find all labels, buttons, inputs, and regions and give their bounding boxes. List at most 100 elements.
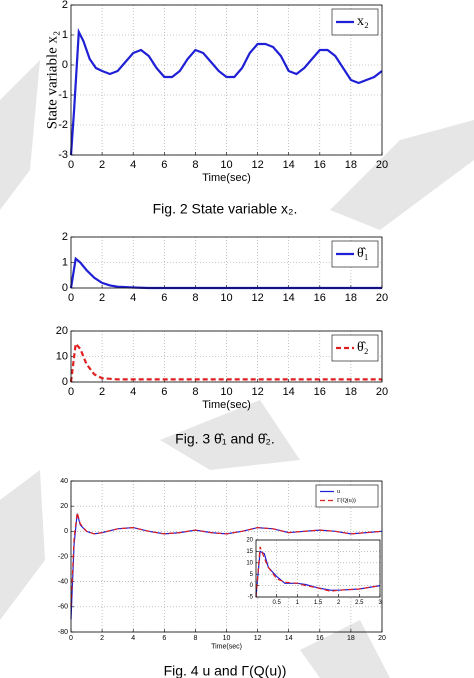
x-tick-label: 14: [283, 159, 295, 171]
x-tick-label: 6: [161, 386, 167, 398]
x-tick-label: 2: [99, 292, 105, 304]
plot-frame: [70, 480, 383, 633]
y-axis-label: State variable x₂: [44, 31, 60, 130]
y-tick-label: 10: [246, 560, 253, 566]
x-tick-label: 6: [161, 292, 167, 304]
x-tick-label: 16: [314, 386, 326, 398]
x-tick-label: 16: [314, 159, 326, 171]
x-axis-label: Time(sec): [202, 399, 250, 411]
x-axis-label: Time(sec): [202, 172, 250, 184]
x-tick-label: 20: [378, 635, 386, 642]
y-tick-label: -3: [58, 149, 68, 161]
legend-label: θ̂₂: [357, 340, 369, 355]
y-tick-label: 20: [56, 325, 68, 337]
y-tick-label: 40: [60, 478, 68, 485]
x-tick-label: 10: [220, 292, 232, 304]
y-tick-label: 0: [250, 583, 254, 589]
y-tick-label: 0: [62, 59, 68, 71]
x-axis-label: Time(sec): [211, 644, 242, 651]
x-tick-label: 14: [285, 635, 293, 642]
x-tick-label: 4: [130, 386, 136, 398]
x-tick-label: 0: [68, 159, 74, 171]
x-tick-label: 20: [376, 292, 388, 304]
x-tick-label: 6: [161, 159, 167, 171]
y-tick-label: -80: [58, 629, 68, 636]
watermark-shape: [300, 620, 390, 678]
x-tick-label: 6: [162, 635, 166, 642]
figure-caption: Fig. 2 State variable x₂.: [153, 201, 298, 217]
x-tick-label: 2: [337, 600, 341, 606]
data-line: [70, 512, 383, 607]
y-tick-label: 2: [62, 231, 68, 243]
y-tick-label: 15: [246, 549, 253, 555]
y-tick-label: 20: [246, 538, 253, 544]
x-tick-label: 10: [220, 159, 232, 171]
legend-label: x₂: [357, 14, 369, 29]
x-tick-label: 1.5: [314, 600, 323, 606]
x-tick-label: 2.5: [355, 600, 364, 606]
y-tick-label: 5: [250, 572, 254, 578]
legend-box: [315, 484, 379, 508]
data-line: [69, 27, 383, 156]
y-tick-label: -20: [58, 553, 68, 560]
data-line: [255, 546, 381, 598]
plot-frame: [70, 330, 383, 383]
x-tick-label: 2: [99, 386, 105, 398]
y-tick-label: 0: [62, 376, 68, 388]
watermark-shape: [160, 400, 300, 470]
data-line: [69, 341, 382, 383]
x-tick-label: 8: [193, 635, 197, 642]
x-tick-label: 16: [314, 292, 326, 304]
watermark-shape: [0, 60, 40, 210]
legend-label: θ̂₁: [357, 246, 369, 261]
x-tick-label: 1: [296, 600, 300, 606]
y-tick-label: 2: [62, 0, 68, 11]
watermark: [0, 60, 474, 678]
plot-frame: [70, 236, 383, 289]
x-tick-label: 10: [223, 635, 231, 642]
y-tick-label: 20: [60, 503, 68, 510]
x-tick-label: 18: [345, 292, 357, 304]
plot-frame: [70, 4, 383, 156]
x-tick-label: 20: [376, 159, 388, 171]
x-tick-label: 8: [192, 159, 198, 171]
y-tick-label: -40: [58, 579, 68, 586]
y-tick-label: 10: [56, 350, 68, 362]
watermark-shape: [0, 470, 45, 620]
x-tick-label: 10: [220, 386, 232, 398]
x-tick-label: 12: [251, 292, 263, 304]
y-tick-label: 1: [62, 256, 68, 268]
x-tick-label: 2: [99, 159, 105, 171]
x-tick-label: 4: [131, 635, 135, 642]
legend-label: Γ(Q(u)): [337, 497, 356, 504]
x-tick-label: 4: [130, 292, 136, 304]
x-tick-label: 0.5: [272, 600, 281, 606]
x-tick-label: 18: [345, 386, 357, 398]
x-tick-label: 8: [192, 292, 198, 304]
x-tick-label: 12: [254, 635, 262, 642]
y-tick-label: -5: [248, 595, 254, 601]
figure-caption: Fig. 3 θ̂₁ and θ̂₂.: [175, 431, 275, 447]
y-tick-label: 0: [62, 282, 68, 294]
y-tick-label: -1: [58, 89, 68, 101]
x-tick-label: 16: [316, 635, 324, 642]
x-tick-label: 0: [69, 635, 73, 642]
y-tick-label: -60: [58, 604, 68, 611]
y-tick-label: 1: [62, 29, 68, 41]
x-tick-label: 2: [100, 635, 104, 642]
x-tick-label: 18: [345, 159, 357, 171]
x-tick-label: 14: [283, 386, 295, 398]
watermark-shape: [330, 120, 474, 230]
legend-label: u: [337, 489, 340, 495]
x-tick-label: 4: [130, 159, 136, 171]
x-tick-label: 18: [347, 635, 355, 642]
x-tick-label: 12: [251, 159, 263, 171]
plot-frame: [255, 539, 381, 598]
y-tick-label: 0: [64, 528, 68, 535]
x-tick-label: 3: [378, 600, 382, 606]
x-tick-label: 0: [68, 386, 74, 398]
x-tick-label: 8: [192, 386, 198, 398]
y-tick-label: -2: [58, 119, 68, 131]
x-tick-label: 0: [68, 292, 74, 304]
